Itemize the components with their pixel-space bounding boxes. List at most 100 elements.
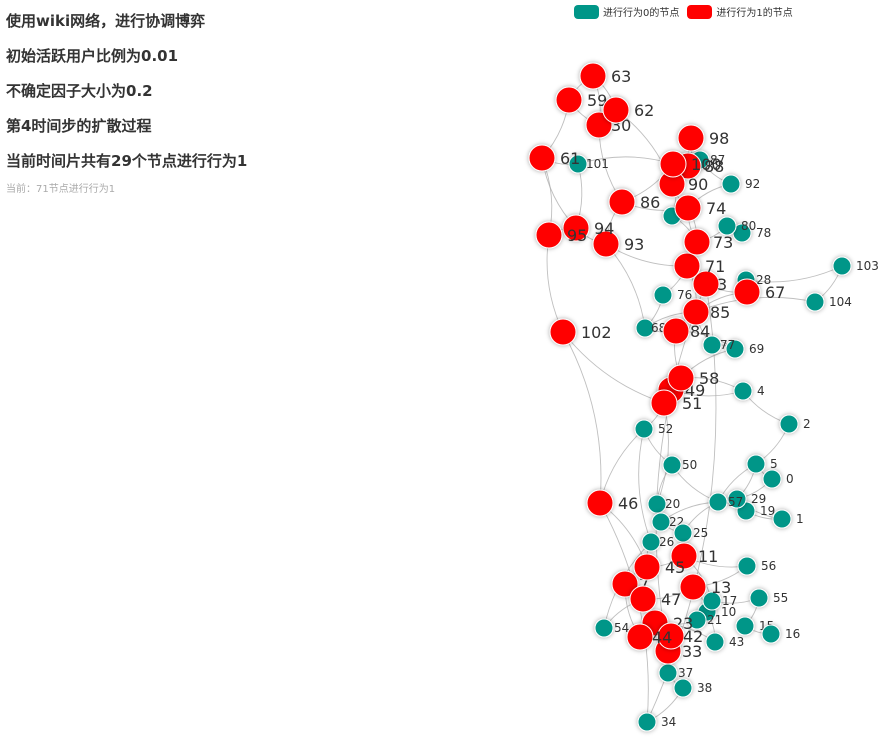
node-circle-behavior1[interactable] <box>673 252 701 280</box>
graph-node[interactable]: 34 <box>637 712 676 732</box>
graph-node[interactable]: 93 <box>592 230 644 258</box>
graph-node[interactable]: 59 <box>555 86 607 114</box>
node-circle-behavior1[interactable] <box>677 124 705 152</box>
graph-node[interactable]: 67 <box>733 278 785 306</box>
node-circle-behavior1[interactable] <box>683 228 711 256</box>
node-circle-behavior1[interactable] <box>586 489 614 517</box>
graph-node[interactable]: 62 <box>602 96 654 124</box>
node-circle-behavior0[interactable] <box>594 618 614 638</box>
graph-node[interactable]: 80 <box>717 216 756 236</box>
graph-node[interactable]: 63 <box>579 62 631 90</box>
node-circle-behavior1[interactable] <box>633 553 661 581</box>
graph-node[interactable]: 17 <box>702 591 737 611</box>
node-circle-behavior0[interactable] <box>746 454 766 474</box>
graph-node[interactable]: 37 <box>658 663 693 683</box>
node-circle-behavior1[interactable] <box>629 585 657 613</box>
graph-node[interactable]: 1 <box>772 509 804 529</box>
graph-node[interactable]: 61 <box>528 144 580 172</box>
graph-node[interactable]: 47 <box>629 585 681 613</box>
graph-node[interactable]: 46 <box>586 489 638 517</box>
node-circle-behavior0[interactable] <box>687 610 707 630</box>
graph-node[interactable]: 26 <box>641 532 674 552</box>
node-circle-behavior0[interactable] <box>702 335 722 355</box>
graph-node[interactable]: 0 <box>762 469 794 489</box>
graph-node[interactable]: 2 <box>779 414 811 434</box>
node-circle-behavior0[interactable] <box>673 678 693 698</box>
node-circle-behavior0[interactable] <box>717 216 737 236</box>
graph-node[interactable]: 56 <box>737 556 776 576</box>
graph-node[interactable]: 3 <box>692 270 727 298</box>
node-circle-behavior0[interactable] <box>651 512 671 532</box>
graph-node[interactable]: 52 <box>634 419 673 439</box>
node-circle-behavior0[interactable] <box>727 489 747 509</box>
node-circle-behavior0[interactable] <box>725 339 745 359</box>
node-circle-behavior0[interactable] <box>735 616 755 636</box>
node-circle-behavior1[interactable] <box>555 86 583 114</box>
node-circle-behavior0[interactable] <box>761 624 781 644</box>
node-circle-behavior1[interactable] <box>662 317 690 345</box>
graph-node[interactable]: 13 <box>679 573 731 601</box>
graph-node[interactable]: 90 <box>658 170 708 198</box>
graph-node[interactable]: 69 <box>725 339 764 359</box>
graph-node[interactable]: 11 <box>670 542 718 570</box>
graph-node[interactable]: 101 <box>568 154 609 174</box>
graph-node[interactable]: 58 <box>667 364 719 392</box>
graph-node[interactable]: 77 <box>702 335 735 355</box>
graph-node[interactable]: 94 <box>562 214 614 242</box>
node-circle-behavior0[interactable] <box>733 381 753 401</box>
graph-node[interactable]: 25 <box>673 523 708 543</box>
graph-node[interactable]: 55 <box>749 588 788 608</box>
graph-node[interactable]: 50 <box>662 455 697 475</box>
node-circle-behavior0[interactable] <box>749 588 769 608</box>
graph-node[interactable]: 85 <box>682 298 730 326</box>
graph-node[interactable]: 76 <box>653 285 692 305</box>
node-circle-behavior0[interactable] <box>653 285 673 305</box>
graph-node[interactable]: 4 <box>733 381 765 401</box>
node-circle-behavior1[interactable] <box>579 62 607 90</box>
node-circle-behavior1[interactable] <box>692 270 720 298</box>
node-circle-behavior0[interactable] <box>634 419 654 439</box>
graph-node[interactable]: 20 <box>647 494 680 514</box>
graph-node[interactable]: 103 <box>832 256 879 276</box>
node-circle-behavior1[interactable] <box>674 194 702 222</box>
node-circle-behavior0[interactable] <box>721 174 741 194</box>
node-circle-behavior0[interactable] <box>708 492 728 512</box>
node-circle-behavior1[interactable] <box>608 188 636 216</box>
node-circle-behavior1[interactable] <box>682 298 710 326</box>
node-circle-behavior0[interactable] <box>662 455 682 475</box>
graph-node[interactable]: 86 <box>608 188 660 216</box>
node-circle-behavior1[interactable] <box>611 570 639 598</box>
node-circle-behavior0[interactable] <box>635 318 655 338</box>
graph-node[interactable]: 73 <box>683 228 733 256</box>
node-circle-behavior1[interactable] <box>626 623 654 651</box>
legend-item-behavior0[interactable]: 进行行为0的节点 <box>574 4 679 19</box>
node-circle-behavior0[interactable] <box>762 469 782 489</box>
node-circle-behavior1[interactable] <box>679 573 707 601</box>
node-circle-behavior1[interactable] <box>650 389 678 417</box>
graph-node[interactable]: 44 <box>626 623 672 651</box>
graph-node[interactable]: 68 <box>635 318 666 338</box>
node-circle-behavior0[interactable] <box>737 556 757 576</box>
node-circle-behavior0[interactable] <box>647 494 667 514</box>
node-circle-behavior0[interactable] <box>705 632 725 652</box>
graph-node[interactable]: 100 <box>659 150 722 178</box>
node-circle-behavior1[interactable] <box>585 111 613 139</box>
graph-node[interactable]: 57 <box>708 492 743 512</box>
node-circle-behavior0[interactable] <box>832 256 852 276</box>
node-circle-behavior1[interactable] <box>549 318 577 346</box>
node-circle-behavior0[interactable] <box>702 591 722 611</box>
graph-node[interactable]: 104 <box>805 292 852 312</box>
graph-node[interactable]: 43 <box>705 632 744 652</box>
node-circle-behavior1[interactable] <box>592 230 620 258</box>
graph-node[interactable]: 54 <box>594 618 629 638</box>
node-circle-behavior0[interactable] <box>641 532 661 552</box>
node-circle-behavior1[interactable] <box>667 364 695 392</box>
graph-node[interactable]: 84 <box>662 317 710 345</box>
node-circle-behavior1[interactable] <box>535 221 563 249</box>
graph-node[interactable]: 16 <box>761 624 800 644</box>
node-circle-behavior1[interactable] <box>602 96 630 124</box>
graph-node[interactable]: 45 <box>633 553 685 581</box>
graph-node[interactable]: 71 <box>673 252 725 280</box>
legend-item-behavior1[interactable]: 进行行为1的节点 <box>687 4 793 19</box>
node-circle-behavior1[interactable] <box>659 150 687 178</box>
